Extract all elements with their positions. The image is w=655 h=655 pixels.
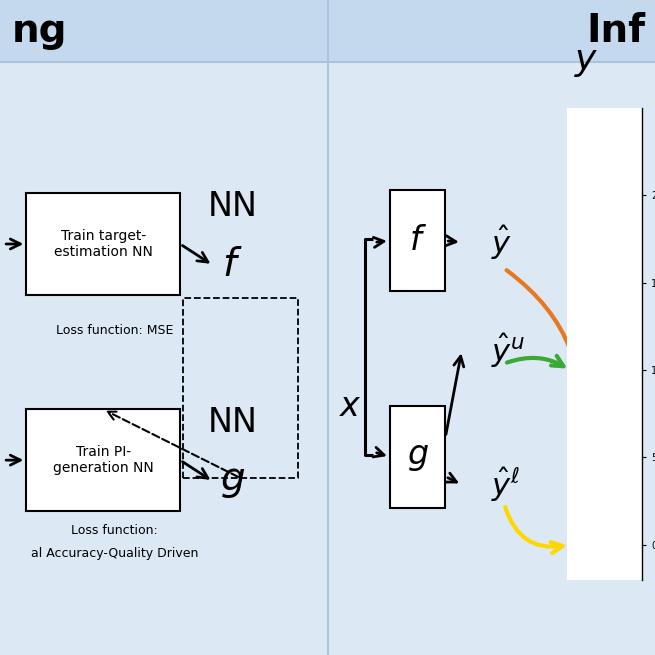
Text: $\hat{y}^{\ell}$: $\hat{y}^{\ell}$ <box>491 466 520 504</box>
Text: $x$: $x$ <box>339 390 362 422</box>
Text: $\hat{y}^{u}$: $\hat{y}^{u}$ <box>491 331 525 369</box>
Text: NN: NN <box>208 406 257 439</box>
Bar <box>390 406 445 508</box>
Text: Loss function:: Loss function: <box>71 524 158 537</box>
Text: $f$: $f$ <box>409 224 426 257</box>
Bar <box>390 190 445 291</box>
Text: $y$: $y$ <box>574 45 599 79</box>
Text: Train target-
estimation NN: Train target- estimation NN <box>54 229 153 259</box>
Text: ng: ng <box>12 12 67 50</box>
Bar <box>26 193 180 295</box>
Text: Train PI-
generation NN: Train PI- generation NN <box>53 445 153 476</box>
Text: Inf: Inf <box>586 12 645 50</box>
Text: al Accuracy-Quality Driven: al Accuracy-Quality Driven <box>31 547 198 560</box>
Text: $f$: $f$ <box>222 246 243 284</box>
Text: NN: NN <box>208 190 257 223</box>
Text: $g$: $g$ <box>407 440 428 474</box>
Text: $g$: $g$ <box>220 462 245 500</box>
Text: $\hat{y}$: $\hat{y}$ <box>491 223 512 261</box>
Bar <box>26 409 180 511</box>
Bar <box>0 0 655 62</box>
Text: Loss function: MSE: Loss function: MSE <box>56 324 174 337</box>
